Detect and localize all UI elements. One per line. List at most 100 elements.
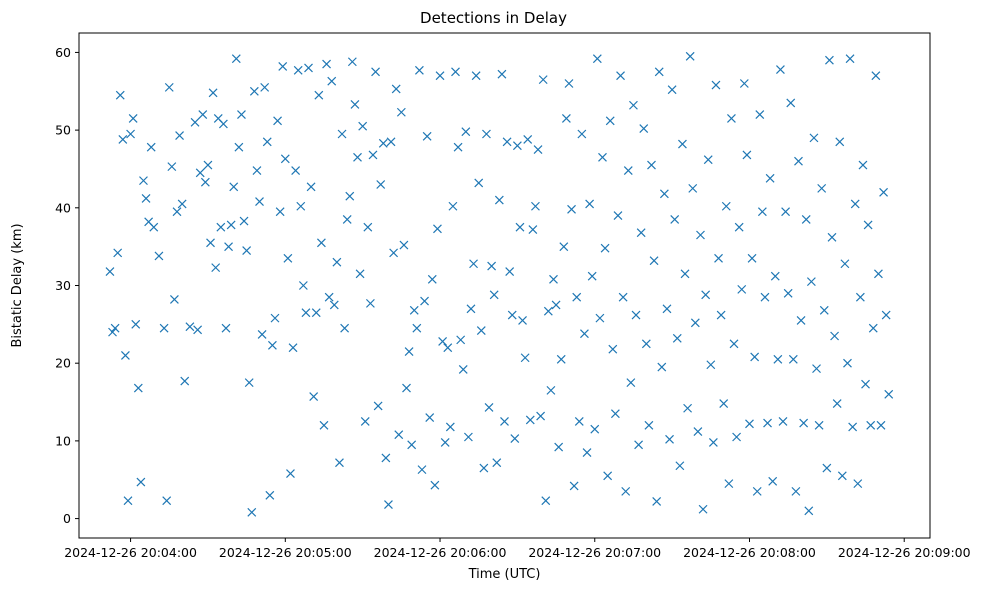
data-point: [293, 65, 303, 75]
data-point: [420, 296, 429, 306]
data-point: [198, 110, 208, 120]
data-point: [861, 379, 870, 389]
data-point: [580, 329, 589, 339]
data-point: [262, 137, 272, 147]
data-point: [190, 117, 200, 127]
data-point: [863, 220, 873, 230]
data-point: [193, 325, 203, 335]
y-axis-label: Bistatic Delay (km): [10, 223, 25, 347]
data-point: [342, 215, 352, 224]
data-point: [489, 290, 499, 300]
data-point: [216, 222, 226, 232]
data-point: [218, 119, 228, 129]
y-tick-label: 10: [55, 433, 71, 448]
data-point: [386, 137, 396, 147]
data-point: [159, 323, 169, 333]
data-point: [476, 326, 486, 335]
data-point: [257, 330, 267, 339]
data-point: [546, 385, 556, 395]
data-point: [538, 75, 548, 85]
data-point: [141, 194, 151, 203]
data-point: [654, 67, 664, 77]
data-point: [662, 304, 672, 314]
data-point: [794, 156, 803, 166]
data-point: [763, 418, 772, 428]
data-point: [685, 51, 695, 61]
data-point: [298, 281, 308, 290]
data-point: [430, 480, 440, 490]
data-point: [267, 340, 277, 350]
data-point: [592, 54, 602, 64]
data-point: [817, 183, 827, 193]
data-point: [335, 458, 344, 468]
data-point: [853, 479, 863, 489]
data-point: [742, 150, 752, 160]
data-point: [242, 246, 252, 255]
data-point: [309, 392, 319, 402]
data-point: [590, 424, 600, 434]
data-point: [639, 124, 649, 133]
data-point: [316, 238, 326, 248]
data-point: [605, 116, 615, 126]
data-point: [796, 316, 806, 325]
data-point: [714, 253, 723, 263]
data-point: [618, 292, 628, 302]
data-point: [355, 269, 365, 279]
data-point: [683, 403, 693, 413]
data-point: [306, 182, 316, 192]
data-point: [711, 80, 721, 90]
data-point: [693, 427, 703, 436]
data-point: [750, 352, 760, 362]
data-point: [203, 160, 213, 170]
data-point: [765, 173, 775, 183]
data-point: [585, 199, 595, 209]
data-point: [110, 323, 120, 333]
y-tick-label: 60: [55, 45, 71, 60]
data-point: [804, 506, 814, 516]
data-point: [427, 274, 437, 284]
data-point: [752, 486, 762, 496]
data-point: [456, 335, 466, 345]
data-point: [314, 90, 324, 100]
data-point: [162, 496, 172, 506]
data-point: [814, 420, 824, 430]
data-point: [879, 187, 889, 197]
data-point: [582, 448, 592, 457]
data-point: [417, 465, 427, 475]
data-point: [497, 69, 507, 79]
data-point: [247, 507, 257, 517]
data-point: [440, 438, 450, 447]
data-point: [211, 263, 221, 273]
data-point: [131, 319, 141, 329]
data-point: [443, 343, 453, 353]
data-point: [634, 440, 644, 450]
data-point: [347, 57, 357, 67]
data-point: [239, 216, 249, 226]
data-point: [461, 127, 471, 137]
x-tick-label: 2024-12-26 20:04:00: [64, 545, 197, 560]
data-point: [350, 100, 360, 109]
data-point: [608, 344, 618, 354]
data-point: [507, 310, 517, 320]
x-axis: 2024-12-26 20:04:00 2024-12-26 20:05:00 20…: [64, 538, 971, 560]
data-point: [368, 150, 378, 160]
data-point: [768, 476, 778, 486]
data-point: [855, 292, 865, 302]
data-point: [564, 79, 574, 88]
data-point: [613, 211, 623, 221]
data-point: [809, 133, 819, 143]
data-point: [559, 242, 569, 252]
data-point: [690, 318, 700, 328]
x-tick-label: 2024-12-26 20:08:00: [683, 545, 816, 560]
data-point: [332, 257, 342, 267]
data-point: [696, 230, 705, 240]
data-point: [533, 145, 543, 154]
data-point: [812, 364, 821, 374]
data-point: [422, 131, 432, 141]
chart-title: Detections in Delay: [420, 9, 567, 27]
data-point: [858, 160, 868, 170]
data-point: [556, 354, 566, 364]
data-point: [708, 438, 718, 447]
data-point: [288, 343, 298, 353]
data-point: [698, 504, 708, 514]
